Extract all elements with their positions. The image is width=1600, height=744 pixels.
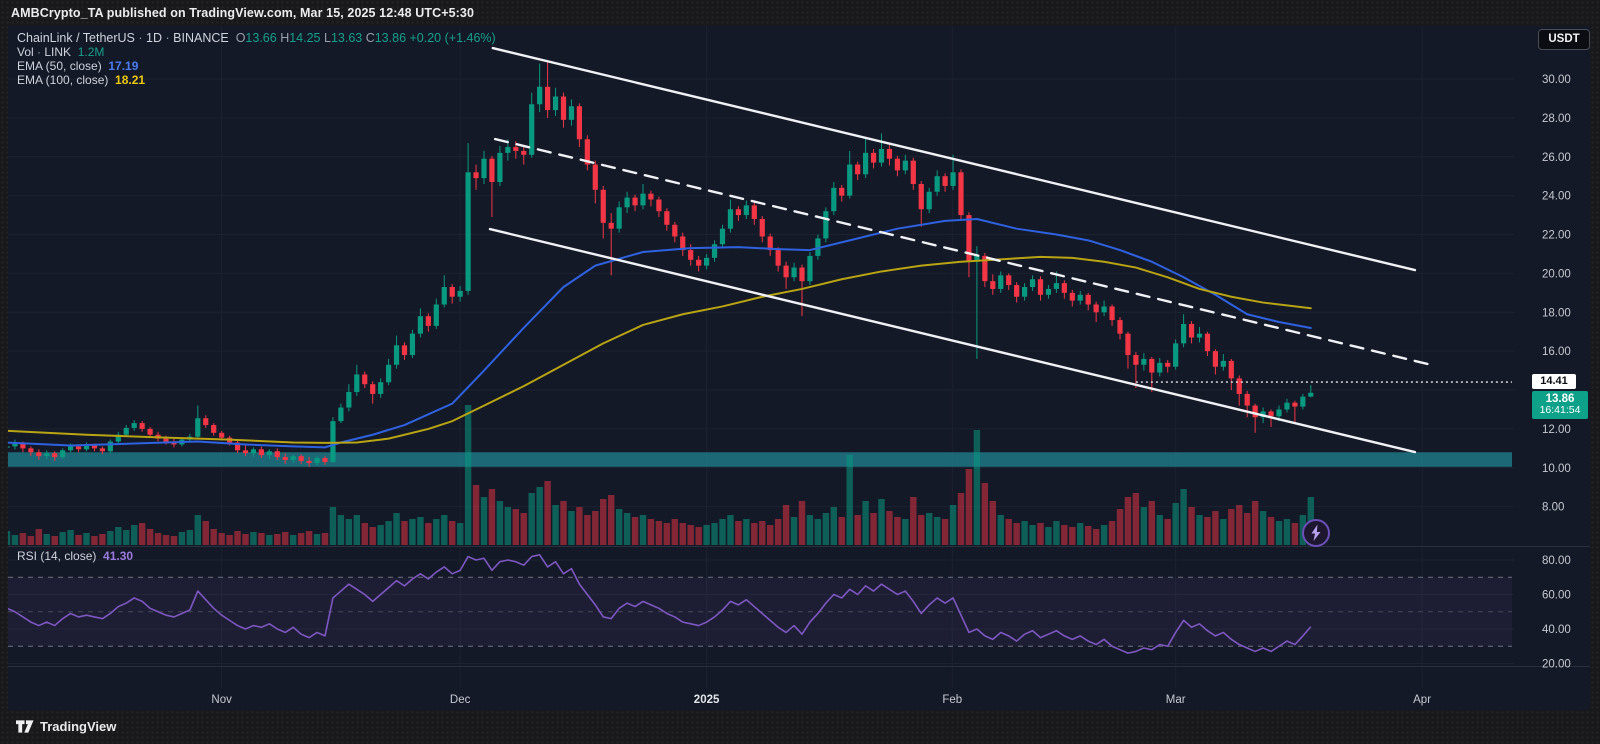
svg-text:8.00: 8.00 bbox=[1542, 502, 1564, 514]
exchange-label: BINANCE bbox=[173, 31, 229, 45]
channel-trendlines bbox=[488, 46, 1437, 454]
currency-toggle-button[interactable]: USDT bbox=[1538, 29, 1590, 50]
last-price-label: 13.86 16:41:54 bbox=[1532, 391, 1588, 419]
rsi-legend[interactable]: RSI (14, close) 41.30 bbox=[17, 549, 134, 563]
grid-lines bbox=[8, 26, 1514, 688]
tradingview-brand-label: TradingView bbox=[40, 719, 117, 734]
high-label: H bbox=[280, 31, 290, 45]
svg-text:Dec: Dec bbox=[450, 694, 471, 706]
chart-widget: 30.00 28.00 26.00 24.00 22.00 20.00 18.00 16.00… bbox=[8, 26, 1590, 710]
tradingview-brand[interactable]: TradingView bbox=[16, 719, 116, 734]
ema100-line bbox=[8, 255, 1312, 444]
open-label: O bbox=[235, 31, 246, 45]
time-axis[interactable] bbox=[8, 666, 1514, 710]
last-price-value: 13.86 bbox=[1545, 393, 1575, 405]
rsi-line bbox=[8, 554, 1312, 654]
svg-text:30.00: 30.00 bbox=[1542, 74, 1571, 86]
rsi-value: 41.30 bbox=[103, 549, 134, 563]
ema50-legend[interactable]: EMA (50, close) 17.19 bbox=[17, 59, 139, 73]
svg-text:60.00: 60.00 bbox=[1542, 590, 1571, 602]
change-value: +0.20 (+1.46%) bbox=[409, 31, 496, 45]
svg-text:20.00: 20.00 bbox=[1542, 659, 1571, 671]
high-value: 14.25 bbox=[289, 31, 321, 45]
svg-text:80.00: 80.00 bbox=[1542, 555, 1571, 567]
svg-text:16.00: 16.00 bbox=[1542, 346, 1571, 358]
boost-button[interactable] bbox=[1302, 519, 1330, 547]
volume-value: 1.2M bbox=[77, 45, 105, 59]
svg-text:26.00: 26.00 bbox=[1542, 152, 1571, 164]
support-zone bbox=[8, 452, 1512, 467]
chart-canvas[interactable]: 30.00 28.00 26.00 24.00 22.00 20.00 18.00 16.00… bbox=[8, 26, 1590, 710]
svg-text:40.00: 40.00 bbox=[1542, 624, 1571, 636]
volume-series bbox=[8, 405, 1314, 545]
svg-text:20.00: 20.00 bbox=[1542, 268, 1571, 280]
close-value: 13.86 bbox=[374, 31, 407, 45]
price-axis-labels: 30.00 28.00 26.00 24.00 22.00 20.00 18.00 16.00… bbox=[1542, 74, 1571, 514]
ema50-value: 17.19 bbox=[108, 59, 139, 73]
ema100-value: 18.21 bbox=[115, 73, 146, 87]
svg-text:Feb: Feb bbox=[942, 694, 962, 706]
svg-text:Mar: Mar bbox=[1166, 694, 1186, 706]
open-value: 13.66 bbox=[245, 31, 277, 45]
svg-text:12.00: 12.00 bbox=[1542, 424, 1571, 436]
time-axis-labels: Nov Dec 2025 Feb Mar Apr bbox=[211, 694, 1431, 706]
price-axis[interactable] bbox=[1514, 26, 1590, 666]
svg-text:Apr: Apr bbox=[1413, 694, 1431, 706]
rsi-axis-labels: 80.00 60.00 40.00 20.00 bbox=[1542, 555, 1571, 671]
tradingview-logo-icon bbox=[16, 719, 34, 733]
svg-text:10.00: 10.00 bbox=[1542, 463, 1571, 475]
close-label: C bbox=[365, 31, 375, 45]
candle-countdown: 16:41:54 bbox=[1539, 404, 1581, 416]
volume-legend[interactable]: Vol · LINK 1.2M bbox=[17, 45, 105, 59]
lightning-icon bbox=[1311, 524, 1321, 541]
published-attribution: AMBCrypto_TA published on TradingView.co… bbox=[11, 6, 475, 20]
interval-label: 1D bbox=[146, 31, 163, 45]
symbol-legend[interactable]: ChainLink / TetherUS · 1D · BINANCE O13.… bbox=[17, 31, 496, 45]
candlestick-series bbox=[8, 61, 1314, 467]
svg-text:2025: 2025 bbox=[694, 694, 720, 706]
price-level-label: 14.41 bbox=[1532, 374, 1576, 389]
svg-text:28.00: 28.00 bbox=[1542, 113, 1571, 125]
svg-text:Nov: Nov bbox=[211, 694, 232, 706]
ema100-legend[interactable]: EMA (100, close) 18.21 bbox=[17, 73, 146, 87]
symbol-title: ChainLink / TetherUS bbox=[17, 31, 135, 45]
svg-text:22.00: 22.00 bbox=[1542, 230, 1571, 242]
ema50-line bbox=[8, 217, 1312, 449]
svg-text:24.00: 24.00 bbox=[1542, 191, 1571, 203]
svg-text:18.00: 18.00 bbox=[1542, 307, 1571, 319]
low-label: L bbox=[323, 31, 331, 45]
low-value: 13.63 bbox=[330, 31, 363, 45]
